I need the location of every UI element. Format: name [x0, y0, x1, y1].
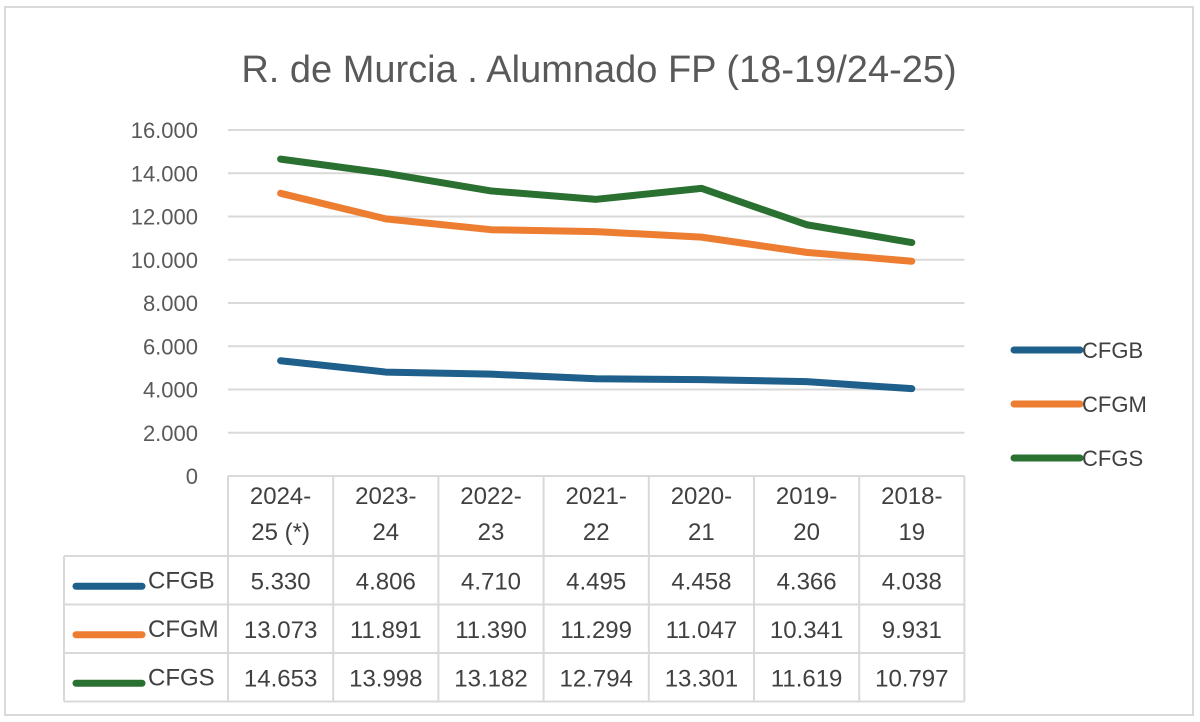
x-tick-label-line: 2018-	[881, 483, 942, 510]
y-axis-ticks: 0 2.000 4.000 6.000 8.000 10.000 12.000 14.000 1…	[131, 118, 198, 489]
data-label: 4.038	[882, 568, 942, 595]
data-table: 2024-25 (*)2023-242022-232021-222020-212…	[63, 476, 966, 703]
data-label: 11.619	[771, 665, 843, 692]
x-tick-label-line: 2024-	[250, 483, 311, 510]
data-label: 4.710	[461, 568, 521, 595]
chart-frame: R. de Murcia . Alumnado FP (18-19/24-25)…	[4, 6, 1194, 716]
data-label: 13.182	[454, 665, 527, 692]
x-tick-label-line: 25 (*)	[251, 519, 310, 546]
x-tick-label-line: 2019-	[776, 483, 837, 510]
x-tick-label: 2018- 19	[881, 483, 942, 546]
data-label: 11.047	[666, 617, 738, 644]
x-tick-label-line: 2023-	[355, 483, 416, 510]
x-tick-label: 2020- 21	[671, 483, 732, 546]
y-tick-label: 4.000	[143, 378, 198, 403]
data-label: 12.794	[559, 665, 632, 692]
legend-label: CFGS	[1082, 446, 1143, 471]
x-tick-label-line: 23	[478, 519, 505, 546]
x-tick-label: 2023- 24	[355, 483, 416, 546]
data-label: 13.998	[349, 665, 422, 692]
x-tick-label-line: 20	[793, 519, 820, 546]
series-line-cfgs	[277, 155, 916, 247]
table-series-name: CFGB	[148, 567, 215, 594]
table-series-name: CFGS	[148, 664, 215, 691]
data-label: 11.390	[455, 617, 527, 644]
legend-label: CFGM	[1082, 392, 1147, 417]
x-tick-label-line: 19	[898, 519, 925, 546]
x-tick-label-line: 2020-	[671, 483, 732, 510]
data-label: 11.891	[350, 617, 422, 644]
line-chart: R. de Murcia . Alumnado FP (18-19/24-25)…	[63, 49, 1147, 703]
x-tick-label-line: 21	[688, 519, 715, 546]
x-tick-label: 2022- 23	[460, 483, 521, 546]
chart-title: R. de Murcia . Alumnado FP (18-19/24-25)	[241, 49, 956, 91]
data-label: 13.073	[244, 617, 317, 644]
y-tick-label: 10.000	[131, 248, 198, 273]
data-label: 13.301	[665, 665, 738, 692]
y-tick-label: 14.000	[131, 161, 198, 186]
series-line-cfgm	[277, 189, 916, 265]
table-series-name: CFGM	[148, 616, 219, 643]
data-label: 4.806	[356, 568, 416, 595]
x-tick-label: 2024- 25 (*)	[250, 483, 311, 546]
data-label: 4.366	[777, 568, 837, 595]
series-line-cfgb	[277, 357, 916, 393]
x-tick-label-line: 2021-	[566, 483, 627, 510]
y-tick-label: 6.000	[143, 334, 198, 359]
y-tick-label: 8.000	[143, 291, 198, 316]
data-label: 4.458	[671, 568, 731, 595]
data-label: 4.495	[566, 568, 626, 595]
y-tick-label: 12.000	[131, 205, 198, 230]
y-tick-label: 0	[186, 464, 198, 489]
data-label: 11.299	[560, 617, 632, 644]
data-label: 10.797	[875, 665, 948, 692]
data-label: 14.653	[244, 665, 317, 692]
gridlines	[228, 129, 965, 477]
data-label: 9.931	[882, 617, 942, 644]
y-tick-label: 2.000	[143, 421, 198, 446]
x-tick-label-line: 24	[372, 519, 399, 546]
legend: CFGB CFGM CFGS	[1010, 338, 1147, 471]
x-tick-label: 2019- 20	[776, 483, 837, 546]
y-tick-label: 16.000	[131, 118, 198, 143]
legend-label: CFGB	[1082, 338, 1143, 363]
x-tick-label: 2021- 22	[566, 483, 627, 546]
data-label: 5.330	[251, 568, 311, 595]
data-label: 10.341	[770, 617, 843, 644]
series-lines	[277, 155, 916, 393]
x-tick-label-line: 22	[583, 519, 610, 546]
x-tick-label-line: 2022-	[460, 483, 521, 510]
